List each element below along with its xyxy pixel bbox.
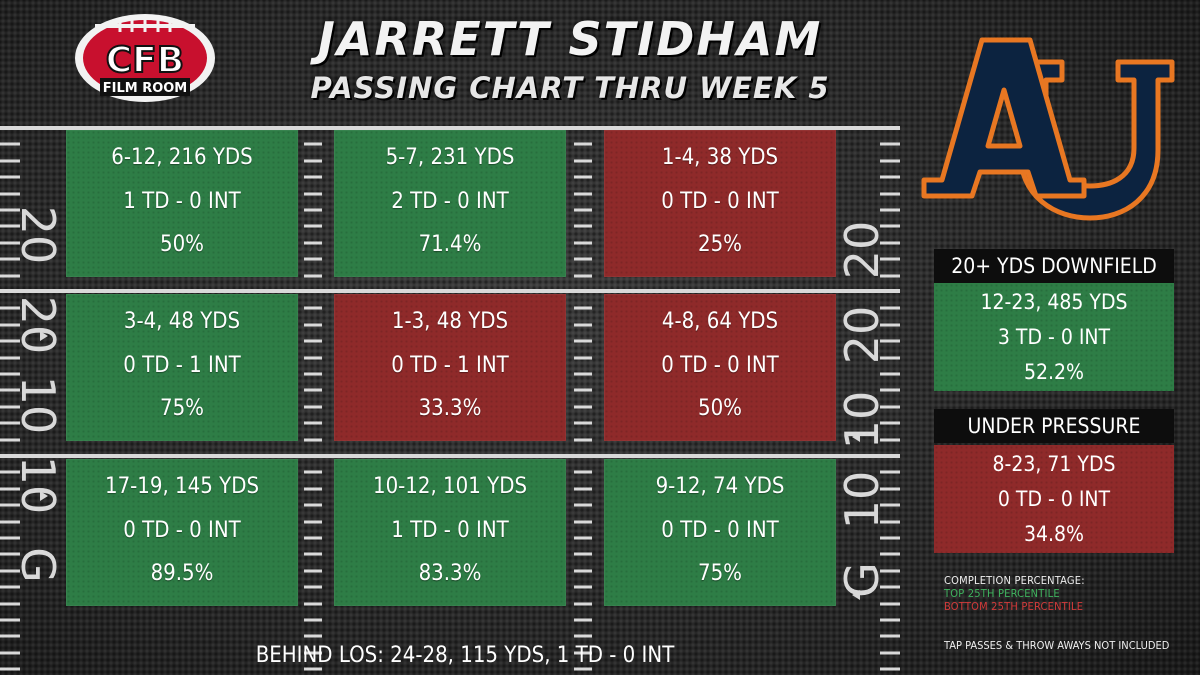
yard-arrow — [40, 331, 48, 341]
zone-comp-yds: 3-4, 48 YDS — [123, 309, 241, 334]
zone-box: 1-3, 48 YDS 0 TD - 1 INT 33.3% — [334, 294, 566, 441]
zone-comp-pct: 25% — [698, 232, 742, 257]
zone-box: 3-4, 48 YDS 0 TD - 1 INT 75% — [66, 294, 298, 441]
goal-letter-left: G — [11, 547, 65, 583]
pressure-header: UNDER PRESSURE — [934, 409, 1174, 443]
downfield-box: 12-23, 485 YDS 3 TD - 0 INT 52.2% — [934, 283, 1174, 391]
zone-comp-yds: 17-19, 145 YDS — [104, 474, 260, 499]
downfield-td-int: 3 TD - 0 INT — [997, 324, 1111, 349]
zone-td-int: 0 TD - 0 INT — [661, 188, 779, 214]
legend-bottom-25: BOTTOM 25TH PERCENTILE — [944, 600, 1084, 613]
zone-td-int: 0 TD - 0 INT — [661, 517, 779, 543]
pressure-comp-yds: 8-23, 71 YDS — [992, 452, 1116, 477]
yard-number-10-right: 10 — [835, 391, 889, 450]
zone-comp-yds: 10-12, 101 YDS — [372, 474, 528, 499]
zone-comp-pct: 50% — [160, 232, 204, 257]
yard-number-20-left: 20 — [11, 296, 65, 355]
behind-los-stat: BEHIND LOS: 24-28, 115 YDS, 1 TD - 0 INT — [255, 643, 675, 668]
logo-text-bottom: FILM ROOM — [103, 81, 188, 96]
zone-td-int: 0 TD - 1 INT — [123, 352, 241, 378]
zone-comp-pct: 89.5% — [150, 561, 214, 586]
legend-title: COMPLETION PERCENTAGE: — [944, 574, 1085, 587]
zone-comp-pct: 75% — [160, 396, 204, 421]
zone-comp-yds: 9-12, 74 YDS — [655, 474, 785, 499]
au-logo-a — [921, 37, 1087, 199]
yard-arrow — [40, 491, 48, 501]
yard-arrow — [852, 590, 860, 600]
zone-td-int: 1 TD - 0 INT — [123, 188, 241, 214]
pressure-pct: 34.8% — [1023, 521, 1084, 546]
zone-td-int: 0 TD - 0 INT — [123, 517, 241, 543]
yard-number-10-left: 10 — [11, 456, 65, 515]
zone-comp-pct: 83.3% — [418, 561, 482, 586]
logo-text-top: CFB — [106, 40, 184, 81]
zone-box: 10-12, 101 YDS 1 TD - 0 INT 83.3% — [334, 459, 566, 606]
zone-box: 9-12, 74 YDS 0 TD - 0 INT 75% — [604, 459, 836, 606]
zone-td-int: 1 TD - 0 INT — [391, 517, 509, 543]
zone-box: 6-12, 216 YDS 1 TD - 0 INT 50% — [66, 130, 298, 277]
zone-td-int: 0 TD - 0 INT — [661, 352, 779, 378]
legend: COMPLETION PERCENTAGE: TOP 25TH PERCENTI… — [944, 574, 1194, 613]
zone-box: 4-8, 64 YDS 0 TD - 0 INT 50% — [604, 294, 836, 441]
yard-number-20-right: 20 — [835, 221, 889, 280]
zone-comp-yds: 5-7, 231 YDS — [385, 145, 515, 170]
football-field: 20 20 10 10 G 20 20 10 10 G 6-12, 216 YD… — [0, 110, 900, 675]
downfield-pct: 52.2% — [1023, 359, 1084, 384]
yard-number-10-right: 10 — [835, 471, 889, 530]
zone-comp-pct: 71.4% — [418, 232, 482, 257]
zone-comp-yds: 6-12, 216 YDS — [111, 145, 253, 170]
page-subtitle: PASSING CHART THRU WEEK 5 — [310, 71, 830, 105]
downfield-comp-yds: 12-23, 485 YDS — [980, 290, 1128, 315]
zone-comp-yds: 1-3, 48 YDS — [391, 309, 509, 334]
zone-comp-pct: 50% — [698, 396, 742, 421]
zone-box: 5-7, 231 YDS 2 TD - 0 INT 71.4% — [334, 130, 566, 277]
pressure-box: 8-23, 71 YDS 0 TD - 0 INT 34.8% — [934, 445, 1174, 553]
legend-top-25: TOP 25TH PERCENTILE — [944, 587, 1060, 600]
zone-comp-yds: 1-4, 38 YDS — [661, 145, 779, 170]
field-markings: 20 20 10 10 G 20 20 10 10 G — [0, 126, 900, 671]
zone-comp-yds: 4-8, 64 YDS — [661, 309, 779, 334]
zone-td-int: 2 TD - 0 INT — [391, 188, 509, 214]
zone-box: 17-19, 145 YDS 0 TD - 0 INT 89.5% — [66, 459, 298, 606]
goal-letter-right: G — [835, 562, 889, 598]
zone-comp-pct: 75% — [698, 561, 742, 586]
yard-number-10-left: 10 — [11, 376, 65, 435]
exclusion-note: TAP PASSES & THROW AWAYS NOT INCLUDED — [944, 639, 1170, 652]
yard-number-20-left: 20 — [11, 206, 65, 265]
zone-box: 1-4, 38 YDS 0 TD - 0 INT 25% — [604, 130, 836, 277]
downfield-header: 20+ YDS DOWNFIELD — [934, 249, 1174, 283]
auburn-logo — [920, 28, 1176, 228]
pressure-td-int: 0 TD - 0 INT — [997, 486, 1111, 511]
cfb-film-room-logo: CFB FILM ROOM — [70, 8, 220, 108]
yard-number-20-right: 20 — [835, 306, 889, 365]
zone-td-int: 0 TD - 1 INT — [391, 352, 509, 378]
yard-arrow — [852, 432, 860, 442]
page-title: JARRETT STIDHAM — [317, 12, 823, 66]
zone-comp-pct: 33.3% — [418, 396, 482, 421]
